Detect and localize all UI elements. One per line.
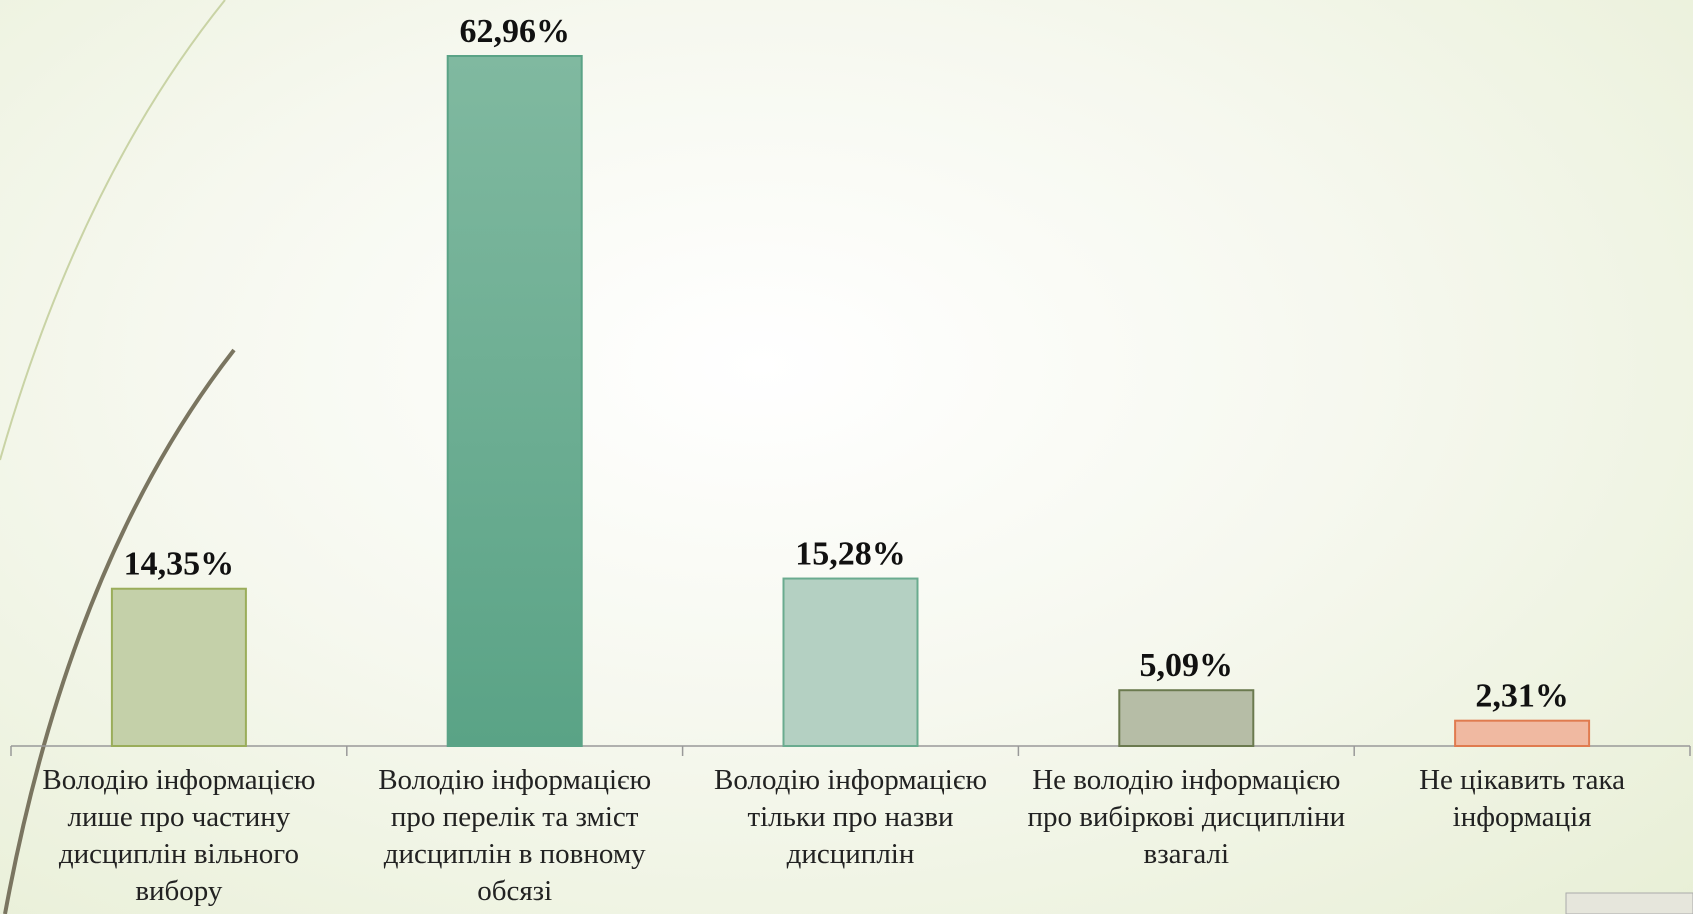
bar <box>1119 690 1253 746</box>
value-label: 14,35% <box>124 546 235 583</box>
value-label: 15,28% <box>795 536 906 573</box>
bar <box>1455 721 1589 746</box>
decor-curve <box>0 0 225 460</box>
category-label: Не цікавить така інформація <box>1362 762 1682 836</box>
value-label: 5,09% <box>1140 647 1234 684</box>
category-label: Володію інформацією про перелік та зміст… <box>355 762 675 910</box>
bar <box>112 589 246 746</box>
corner-box <box>1566 893 1693 914</box>
category-label: Володію інформацією тільки про назви дис… <box>691 762 1011 873</box>
bar <box>784 579 918 746</box>
category-label: Володію інформацією лише про частину дис… <box>19 762 339 910</box>
bar <box>448 56 582 746</box>
value-label: 62,96% <box>459 13 570 50</box>
value-label: 2,31% <box>1475 678 1569 715</box>
category-label: Не володію інформацією про вибіркові дис… <box>1026 762 1346 873</box>
slide: 14,35% 62,96% 15,28% 5,09% 2,31% Володію інф… <box>0 0 1693 914</box>
